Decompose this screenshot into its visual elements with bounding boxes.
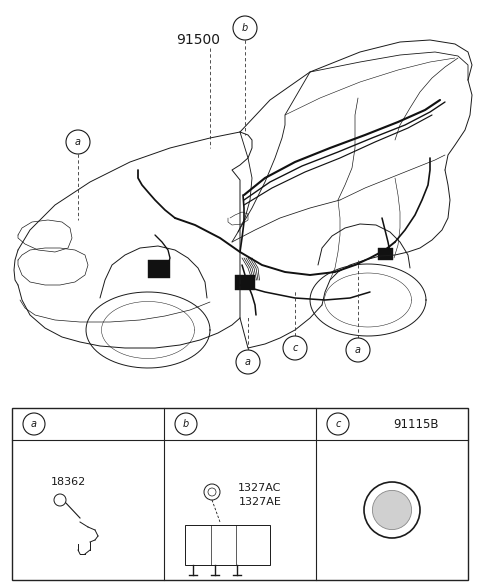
Circle shape: [327, 413, 349, 435]
Bar: [378, 248, 393, 260]
Circle shape: [204, 484, 220, 500]
Circle shape: [372, 490, 412, 530]
Circle shape: [236, 350, 260, 374]
Circle shape: [233, 16, 257, 40]
Text: 1327AE: 1327AE: [239, 497, 281, 507]
Text: c: c: [336, 419, 341, 429]
Text: 91115B: 91115B: [393, 417, 439, 430]
Bar: [12, 408, 468, 580]
Text: b: b: [183, 419, 189, 429]
Circle shape: [208, 488, 216, 496]
Circle shape: [23, 413, 45, 435]
Text: 18362: 18362: [50, 477, 85, 487]
Text: a: a: [245, 357, 251, 367]
Bar: [148, 260, 170, 278]
Circle shape: [283, 336, 307, 360]
Text: a: a: [31, 419, 37, 429]
Bar: [185, 525, 270, 565]
Circle shape: [66, 130, 90, 154]
Bar: [235, 275, 255, 290]
Text: a: a: [355, 345, 361, 355]
Text: b: b: [242, 23, 248, 33]
Text: 91500: 91500: [176, 33, 220, 47]
Circle shape: [364, 482, 420, 538]
Text: 1327AC: 1327AC: [238, 483, 282, 493]
Circle shape: [175, 413, 197, 435]
Circle shape: [346, 338, 370, 362]
Text: a: a: [75, 137, 81, 147]
Text: c: c: [292, 343, 298, 353]
Circle shape: [54, 494, 66, 506]
